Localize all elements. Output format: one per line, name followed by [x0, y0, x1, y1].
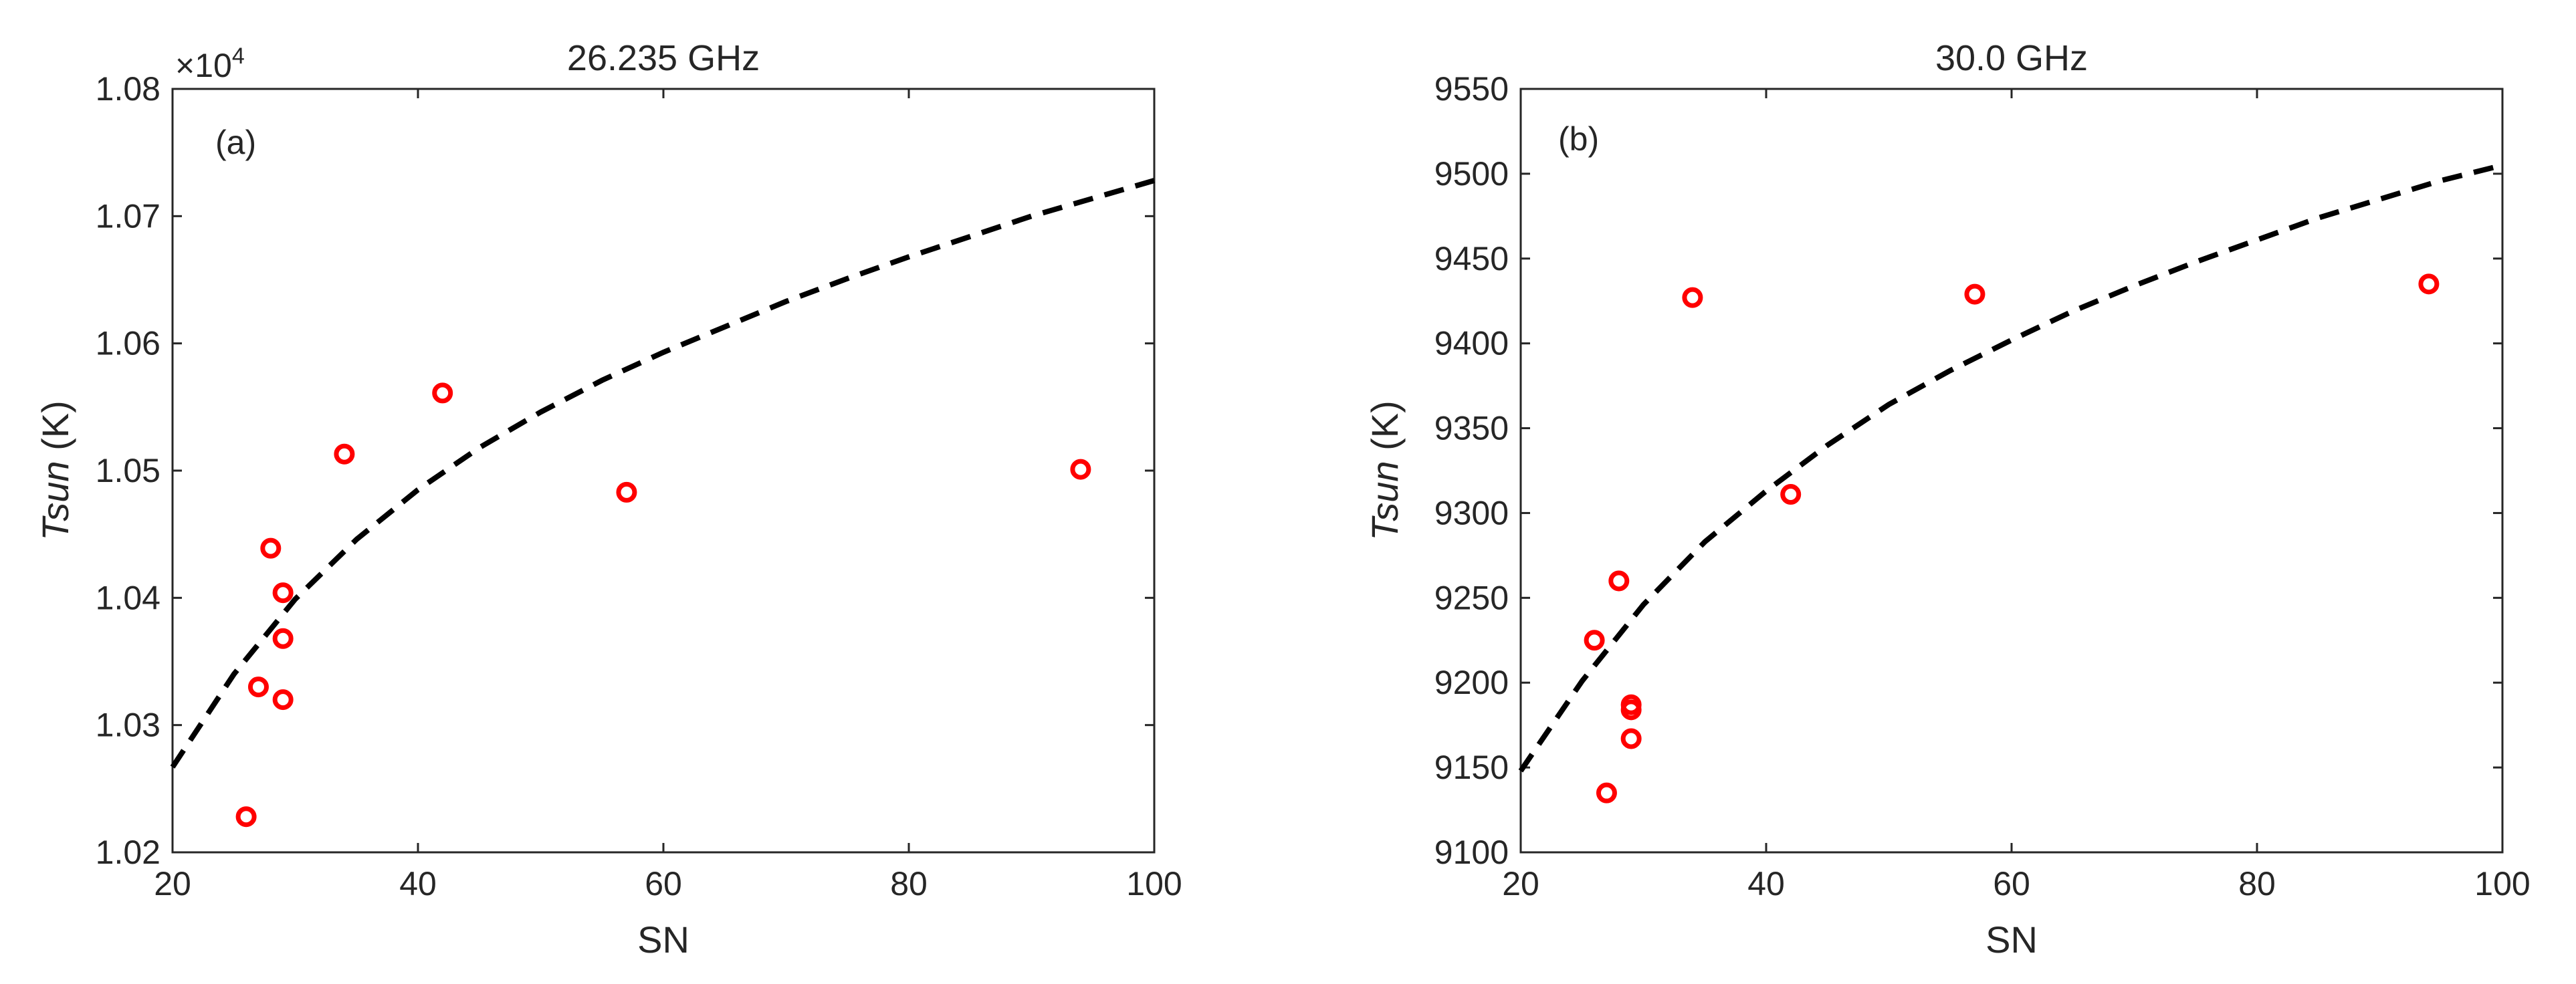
- y-axis-label-unit-b: (K): [1364, 400, 1406, 461]
- y-tick-label: 1.04: [96, 579, 160, 616]
- y-tick-label: 9300: [1434, 494, 1509, 531]
- y-tick-label: 9500: [1434, 155, 1509, 193]
- y-tick-label: 1.06: [96, 325, 160, 362]
- y-axis-label-unit-a: (K): [34, 400, 76, 461]
- x-tick-label: 100: [2474, 865, 2530, 902]
- y-tick-label: 1.07: [96, 197, 160, 235]
- x-axis-label-a: SN: [637, 918, 689, 961]
- data-point: [1964, 283, 1985, 305]
- fit-curve-a: [170, 178, 1156, 769]
- y-tick-label: 1.08: [96, 70, 160, 108]
- x-tick-label: 60: [1993, 865, 2030, 902]
- ticks-a: 20 40 60 80 100 1.02 1.03 1.04 1.05 1.06 1.07 1.08: [96, 70, 1182, 902]
- data-points-a: [235, 382, 1091, 828]
- y-tick-label: 9450: [1434, 240, 1509, 277]
- data-point: [616, 481, 637, 503]
- data-point: [1780, 484, 1802, 505]
- data-point: [334, 443, 355, 465]
- y-axis-label-a: Tsun (K): [34, 400, 76, 541]
- y-tick-label: 1.05: [96, 452, 160, 489]
- x-tick-label: 20: [154, 865, 191, 902]
- data-point: [1620, 699, 1642, 721]
- y-axis-label-b: Tsun (K): [1364, 400, 1406, 541]
- svg-text:×104: ×104: [175, 43, 245, 84]
- chart-panel-b: 30.0 GHz (b) SN Tsun (K) 20 40 60 80 100 9100…: [1364, 38, 2531, 961]
- x-tick-label: 100: [1126, 865, 1182, 902]
- y-axis-label-var-b: Tsun: [1364, 461, 1406, 540]
- x-axis-label-b: SN: [1985, 918, 2038, 961]
- data-point: [2418, 273, 2440, 295]
- data-point: [235, 806, 257, 828]
- fit-curve-b: [1518, 162, 2503, 773]
- x-tick-label: 40: [1747, 865, 1785, 902]
- y-tick-label: 1.02: [96, 834, 160, 871]
- ticks-b: 20 40 60 80 100 9100 9150 9200 9250 9300 9350 9400 9…: [1434, 70, 2531, 902]
- chart-title-b: 30.0 GHz: [1935, 38, 2088, 78]
- exponent-power-a: 4: [232, 43, 245, 69]
- y-tick-label: 9200: [1434, 664, 1509, 701]
- data-point: [272, 628, 294, 649]
- axes-box-a: [171, 88, 1156, 854]
- x-tick-label: 40: [399, 865, 437, 902]
- axes-box-b: [1519, 88, 2504, 854]
- panel-label-a: (a): [215, 124, 256, 161]
- data-point: [1620, 728, 1642, 749]
- data-point: [432, 382, 453, 404]
- y-tick-label: 9150: [1434, 749, 1509, 786]
- y-axis-label-var-a: Tsun: [34, 461, 76, 540]
- data-point: [272, 582, 294, 604]
- data-point: [1608, 570, 1630, 592]
- data-point: [272, 689, 294, 711]
- x-tick-label: 80: [890, 865, 928, 902]
- exponent-base-a: ×10: [175, 47, 232, 84]
- y-tick-label: 9350: [1434, 410, 1509, 447]
- data-point: [1070, 459, 1091, 480]
- y-tick-label: 1.03: [96, 707, 160, 744]
- x-tick-label: 80: [2238, 865, 2276, 902]
- fit-curve-line: [1518, 162, 2503, 773]
- x-tick-label: 20: [1502, 865, 1539, 902]
- x-tick-label: 60: [645, 865, 682, 902]
- panel-label-b: (b): [1558, 120, 1599, 158]
- y-tick-label: 9400: [1434, 325, 1509, 362]
- data-point: [1596, 782, 1617, 804]
- data-point: [260, 537, 282, 559]
- exponent-label-a: ×104: [175, 43, 245, 84]
- fit-curve-line: [170, 178, 1156, 769]
- y-tick-label: 9100: [1434, 834, 1509, 871]
- chart-panel-a: 26.235 GHz (a) ×104 SN Tsun (K) 20 40 60 80…: [34, 38, 1182, 961]
- chart-title-a: 26.235 GHz: [567, 38, 760, 78]
- data-point: [1584, 630, 1605, 651]
- y-tick-label: 9250: [1434, 579, 1509, 616]
- data-point: [1682, 287, 1703, 308]
- y-tick-label: 9550: [1434, 70, 1509, 108]
- data-point: [247, 676, 269, 698]
- data-points-b: [1584, 273, 2440, 804]
